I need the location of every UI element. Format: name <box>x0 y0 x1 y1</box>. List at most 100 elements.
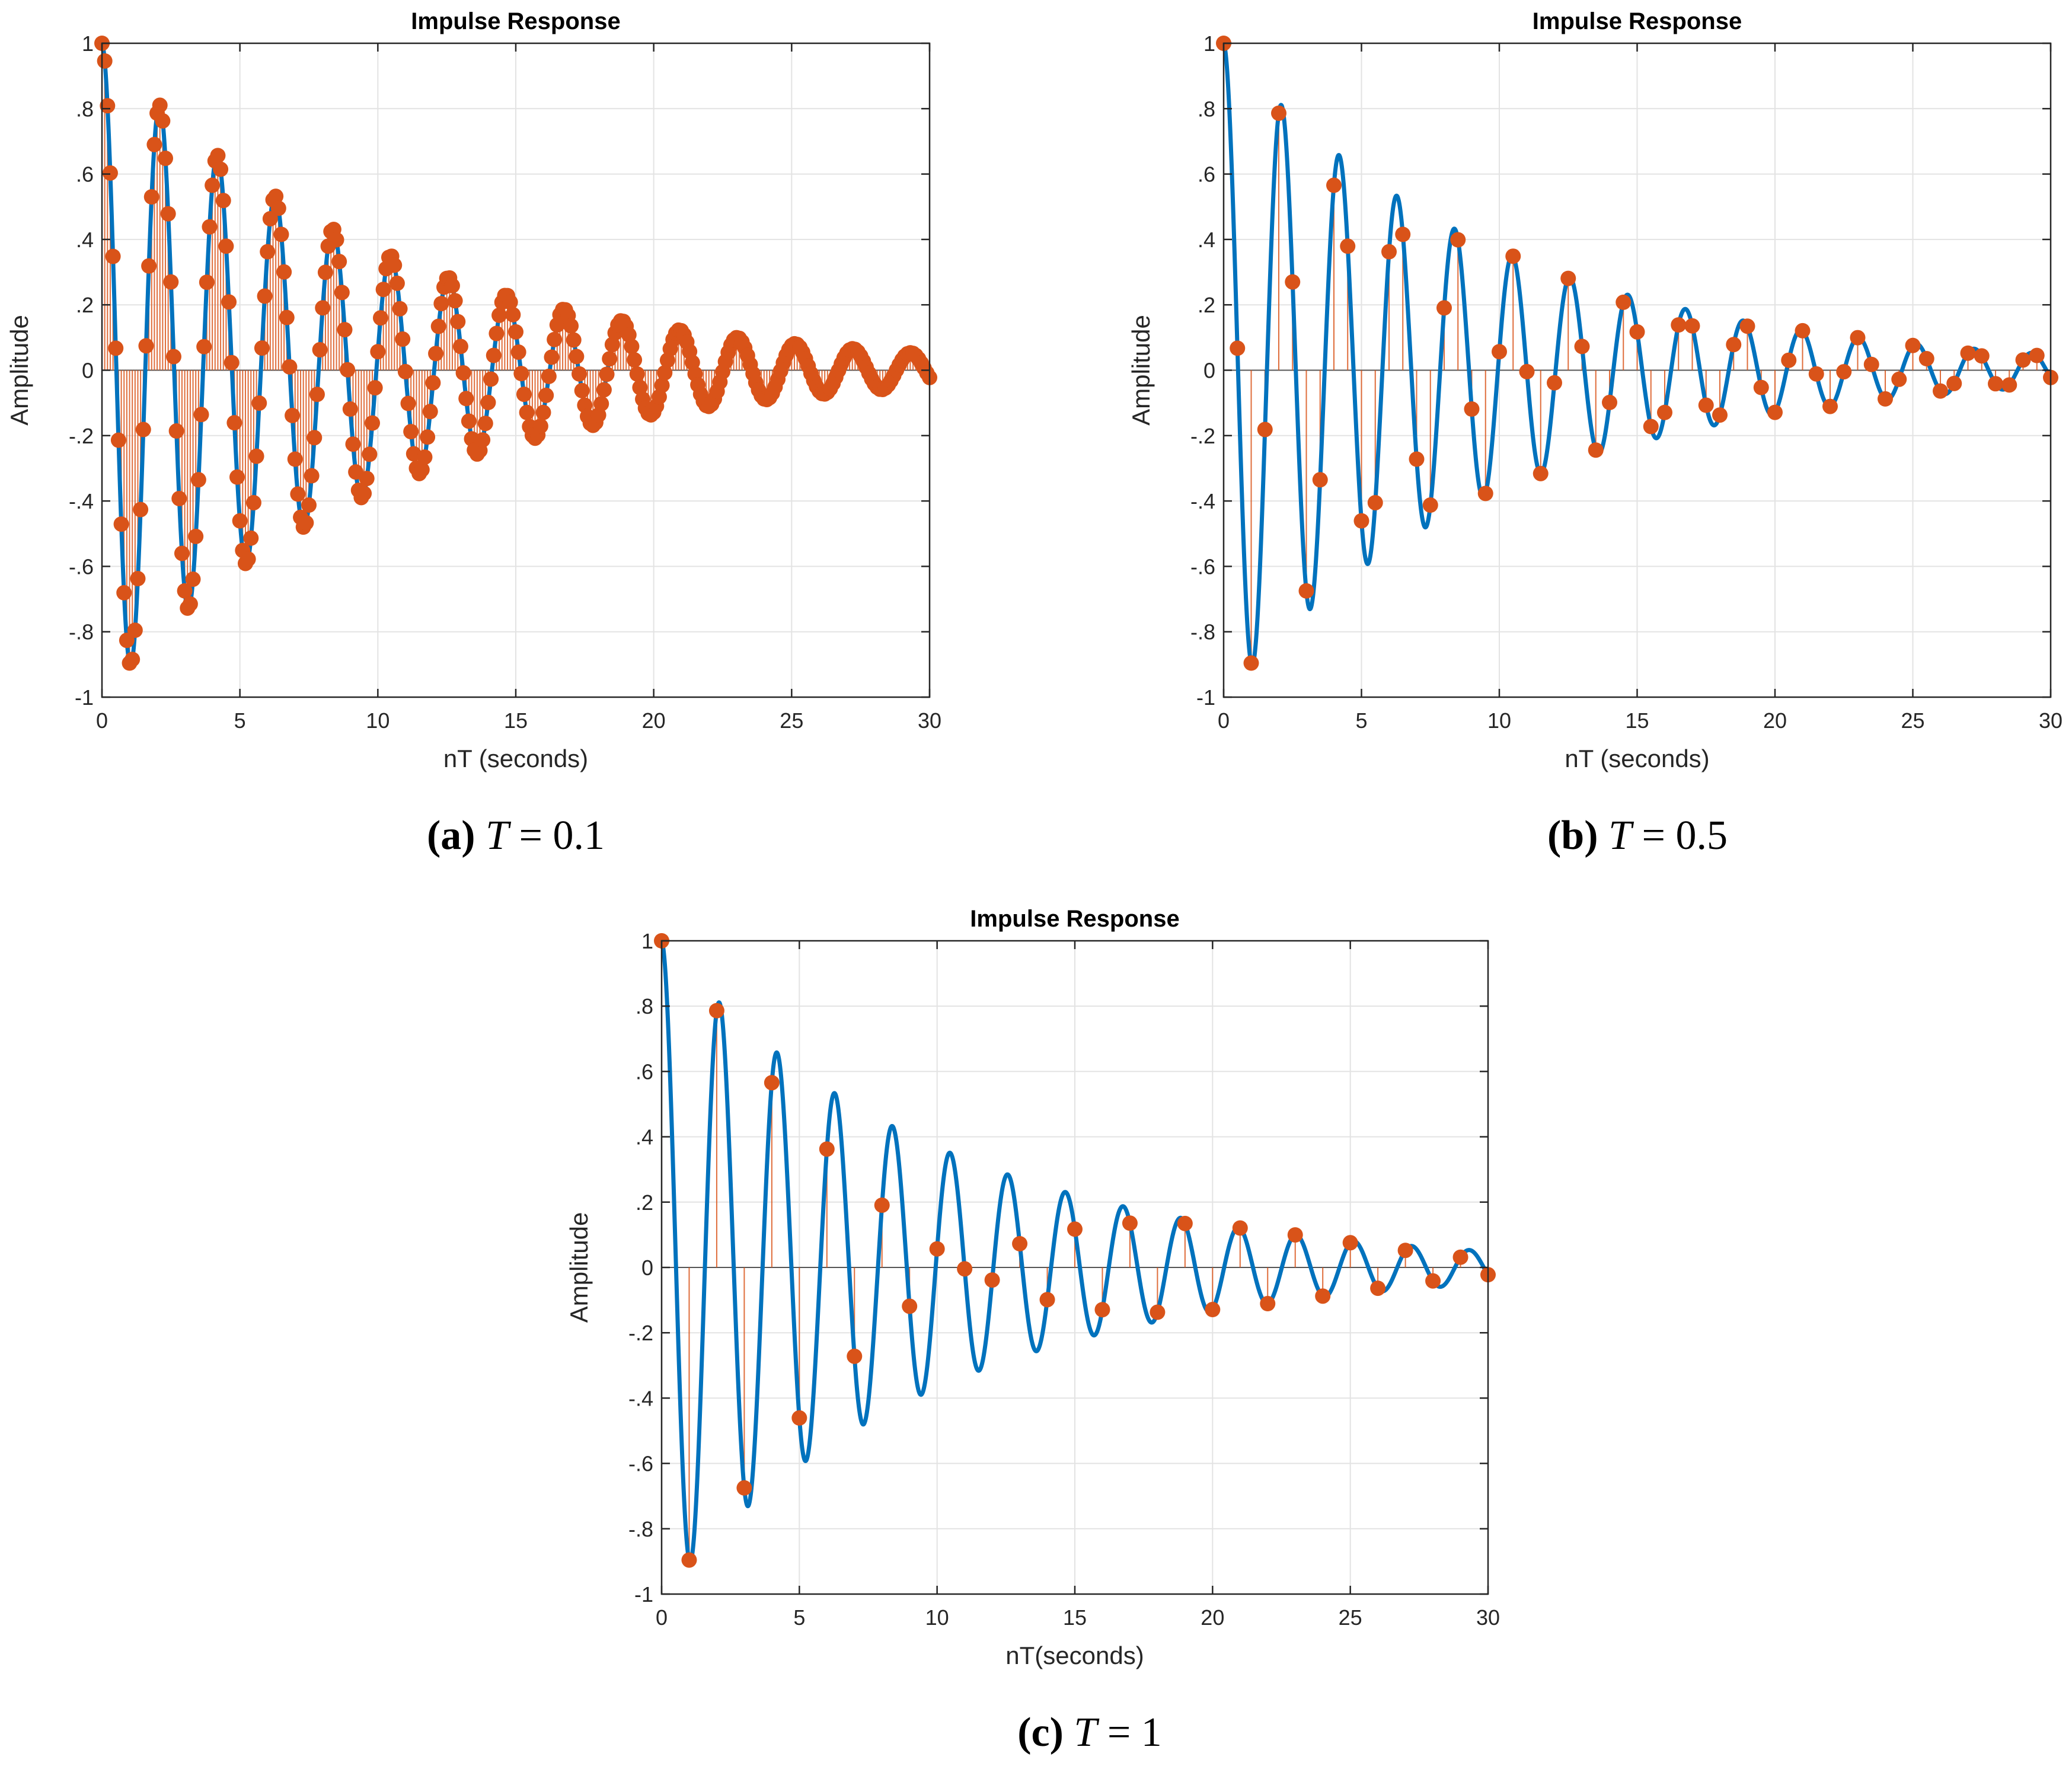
sample-point <box>1726 337 1742 353</box>
sample-point <box>433 296 449 312</box>
sample-point <box>505 306 521 322</box>
caption-symbol: T <box>1608 813 1634 858</box>
sample-point <box>1863 356 1879 372</box>
sample-point <box>874 1197 890 1213</box>
x-tick-label: 25 <box>780 708 803 733</box>
y-tick-label: .6 <box>1198 162 1215 187</box>
sample-point <box>604 337 620 353</box>
sample-point <box>110 432 126 448</box>
sample-point <box>130 571 146 587</box>
y-tick-label: -.2 <box>628 1321 653 1345</box>
sample-point <box>97 53 113 69</box>
y-tick-label: 0 <box>641 1256 653 1280</box>
sample-point <box>290 486 306 502</box>
sample-point <box>1326 177 1342 193</box>
sample-point <box>452 338 468 355</box>
sample-point <box>1230 340 1246 356</box>
y-tick-label: -.4 <box>628 1386 653 1410</box>
x-tick-label: 10 <box>925 1605 949 1630</box>
sample-point <box>1271 105 1286 121</box>
sample-point <box>146 136 162 152</box>
sample-point <box>563 318 579 334</box>
sample-point <box>425 375 441 391</box>
sample-point <box>309 387 325 403</box>
sample-point <box>245 494 261 510</box>
sample-point <box>356 486 372 502</box>
y-tick-label: -.8 <box>69 620 94 644</box>
sample-point <box>1464 401 1480 417</box>
sample-point <box>185 571 201 587</box>
sample-point <box>270 200 286 216</box>
sample-point <box>1177 1215 1193 1231</box>
sample-point <box>304 468 320 484</box>
y-tick-label: .4 <box>1198 228 1215 252</box>
sample-point <box>1285 274 1301 290</box>
sample-point <box>345 436 361 452</box>
x-tick-label: 25 <box>1339 1605 1362 1630</box>
sample-point <box>447 293 463 309</box>
y-tick-label: -1 <box>634 1582 653 1607</box>
sample-point <box>572 366 588 382</box>
sample-point <box>1260 1296 1276 1312</box>
sample-point <box>461 413 477 429</box>
sample-point <box>260 244 276 260</box>
sample-point <box>1122 1215 1138 1231</box>
sample-point <box>298 515 314 531</box>
sample-point <box>1836 364 1852 380</box>
y-tick-label: .8 <box>1198 97 1215 121</box>
sample-point <box>1602 394 1617 410</box>
y-tick-label: 1 <box>82 31 94 56</box>
sample-point <box>226 415 242 431</box>
sample-point <box>1891 371 1907 387</box>
sample-point <box>367 380 383 396</box>
sample-point <box>1933 383 1948 399</box>
sample-point <box>307 430 323 446</box>
sample-point <box>1450 232 1466 248</box>
sample-point <box>502 294 518 310</box>
sample-point <box>544 349 560 365</box>
sample-point <box>152 97 168 113</box>
y-tick-label: -.2 <box>1190 424 1215 448</box>
sample-point <box>1039 1292 1055 1308</box>
sample-point <box>538 387 554 403</box>
y-tick-label: .4 <box>636 1125 653 1149</box>
sample-point <box>340 362 356 378</box>
sample-point <box>387 257 403 273</box>
caption-symbol: T <box>486 813 512 858</box>
sample-point <box>160 206 176 222</box>
sample-point <box>143 189 159 205</box>
sample-point <box>957 1261 973 1277</box>
sample-point <box>1395 226 1411 242</box>
x-axis-label: nT(seconds) <box>1005 1642 1144 1669</box>
sample-point <box>1808 366 1824 382</box>
caption-value: = 0.5 <box>1632 813 1728 858</box>
sample-point <box>1533 465 1549 481</box>
sample-point <box>1370 1280 1386 1296</box>
sample-point <box>221 294 237 310</box>
sample-point <box>1822 398 1838 414</box>
sample-point <box>215 193 231 209</box>
y-tick-label: 1 <box>1203 31 1215 56</box>
sample-point <box>262 210 278 226</box>
sample-point <box>1657 404 1672 420</box>
y-tick-label: .8 <box>636 994 653 1018</box>
sample-point <box>1753 379 1769 395</box>
sample-point <box>392 301 408 317</box>
sample-point <box>1340 238 1356 254</box>
sample-point <box>430 318 446 334</box>
sample-point <box>1257 421 1273 437</box>
sample-point <box>1367 494 1383 510</box>
sample-point <box>287 451 303 467</box>
sample-point <box>372 310 388 326</box>
sample-point <box>199 274 215 290</box>
sample-point <box>422 404 438 420</box>
caption-symbol: T <box>1074 1710 1100 1755</box>
y-tick-label: -.6 <box>69 554 94 579</box>
sample-point <box>229 469 245 485</box>
sample-point <box>1547 375 1562 391</box>
sample-point <box>1905 337 1921 353</box>
sample-point <box>334 285 350 301</box>
sample-point <box>602 351 618 367</box>
sample-point <box>1671 317 1687 333</box>
y-axis-label: Amplitude <box>5 315 33 426</box>
